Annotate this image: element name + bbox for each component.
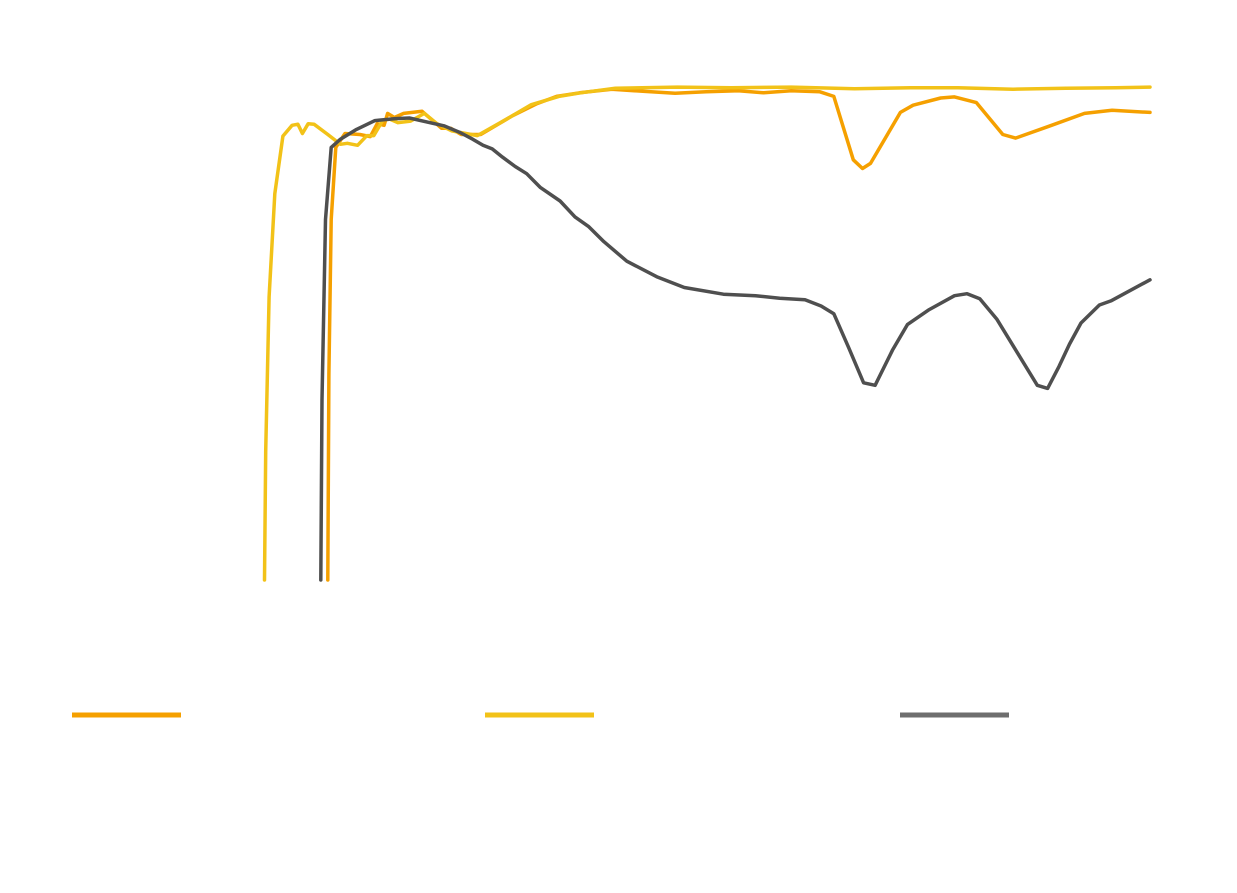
series-layer: [262, 85, 1152, 582]
series-line-2: [262, 85, 1152, 582]
series-line-1: [326, 87, 1152, 582]
series-line-3: [319, 116, 1152, 582]
